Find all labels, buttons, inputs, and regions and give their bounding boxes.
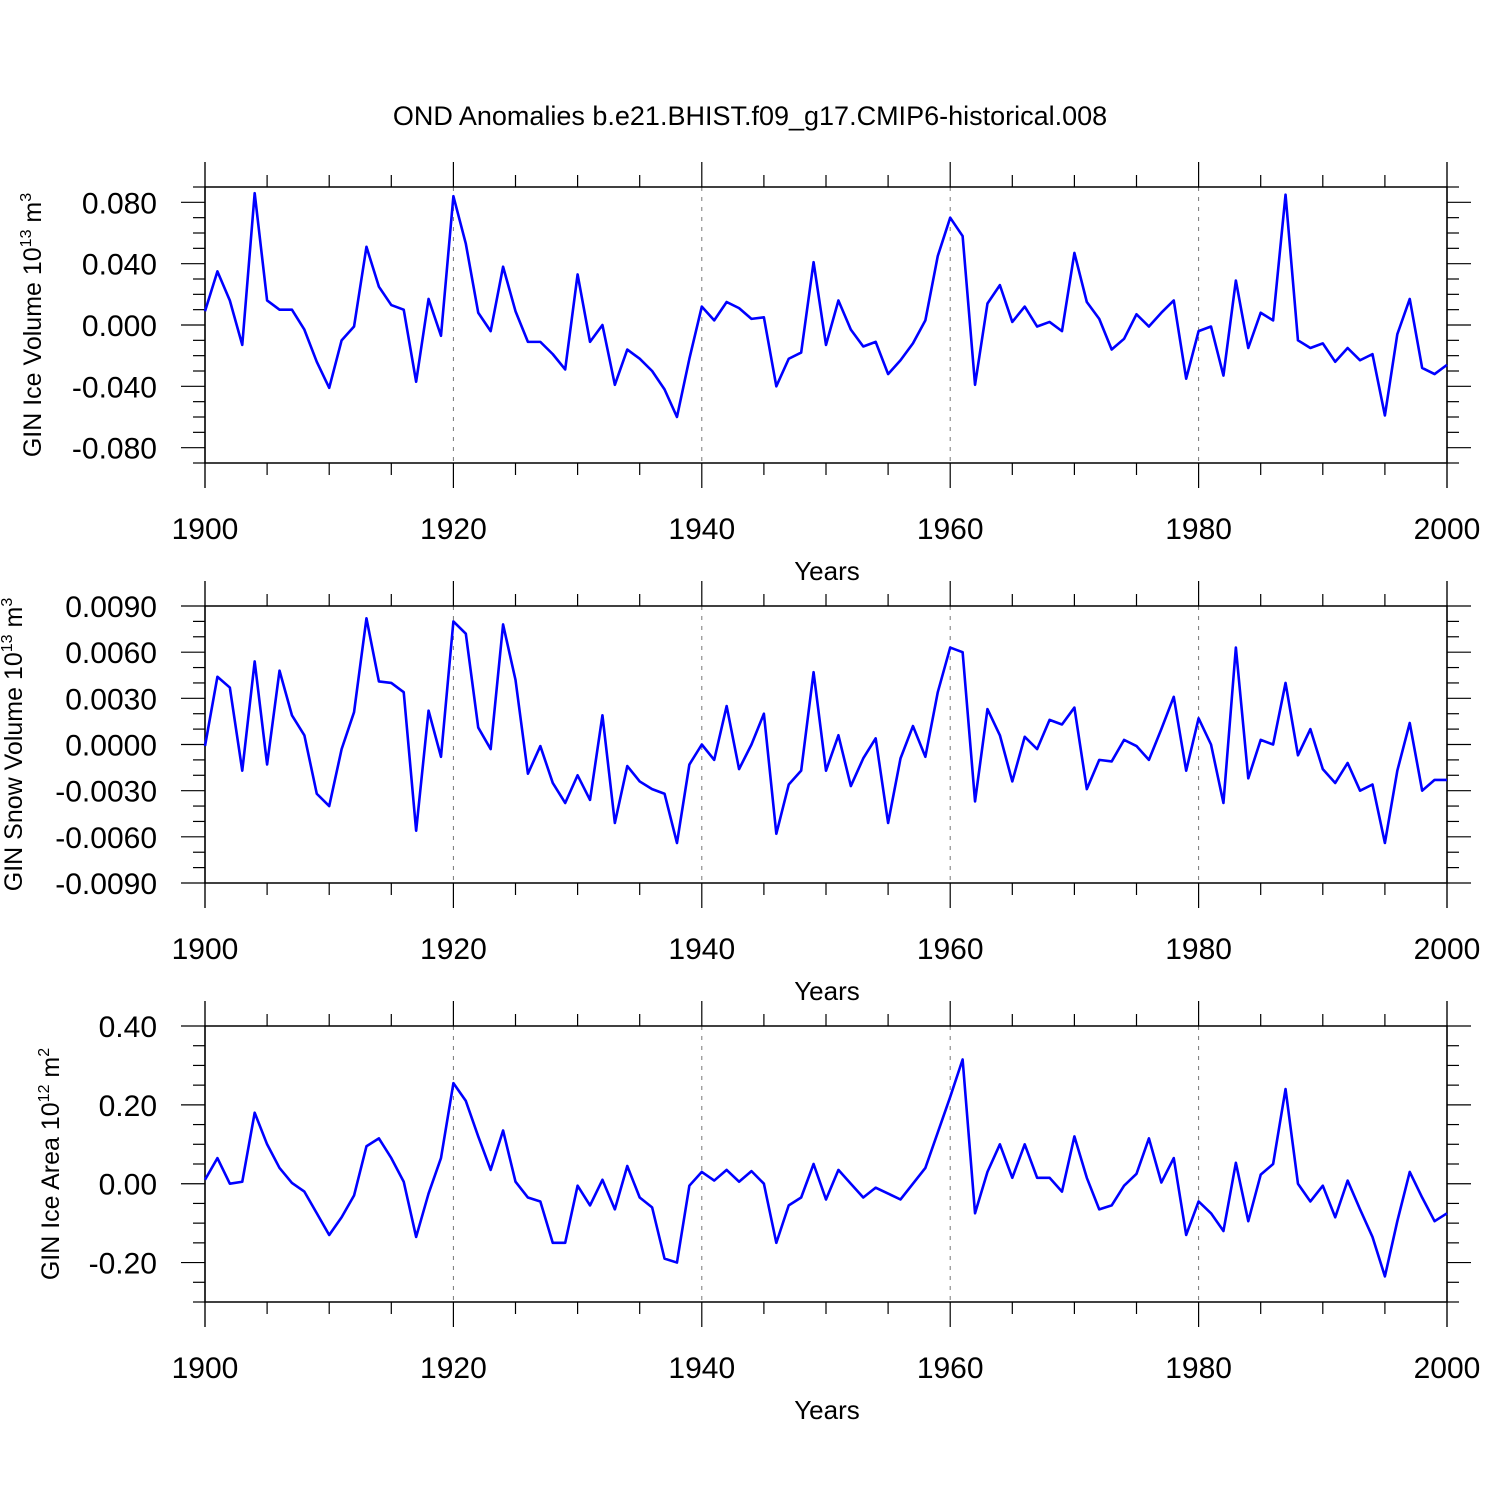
y-tick-label: 0.0090 [65, 591, 157, 624]
x-tick-label: 2000 [1414, 1352, 1481, 1385]
snow-volume-panel: 1900 1920 1940 1960 1980 2000 Years -0.0090 -0.0… [0, 581, 1480, 1006]
x-tick-label: 1960 [917, 513, 984, 546]
y-tick-label: -0.20 [89, 1248, 157, 1281]
x-tick-label: 1940 [668, 513, 735, 546]
x-tick-label: 1960 [917, 933, 984, 966]
ice-volume-panel: 1900 1920 1940 1960 1980 2000 Years -0.080 -0.04… [18, 162, 1480, 586]
y-tick-label: -0.0060 [55, 822, 157, 855]
y-tick-label: 0.040 [82, 249, 157, 282]
y-tick-label: 0.0060 [65, 637, 157, 670]
x-axis-label: Years [794, 1395, 860, 1425]
x-tick-label: 1920 [420, 1352, 487, 1385]
y-tick-label: 0.20 [99, 1090, 157, 1123]
y-tick-label: 0.00 [99, 1169, 157, 1202]
plot-frame [204, 605, 1448, 884]
x-axis-label: Years [794, 556, 860, 586]
y-tick-label: -0.080 [72, 433, 157, 466]
x-tick-label: 1980 [1165, 513, 1232, 546]
x-tick-label: 1980 [1165, 933, 1232, 966]
ice-area-panel: 1900 1920 1940 1960 1980 2000 Years -0.20 0.00 0.… [36, 1001, 1480, 1425]
x-tick-label: 1920 [420, 933, 487, 966]
y-tick-label: -0.040 [72, 371, 157, 404]
y-tick-label: -0.0090 [55, 868, 157, 901]
y-tick-label: 0.0000 [65, 730, 157, 763]
y-axis-label: GIN Ice Volume 1013 m3 [18, 193, 47, 457]
x-tick-label: 1920 [420, 513, 487, 546]
x-tick-label: 2000 [1414, 513, 1481, 546]
snow-volume-series-line [203, 617, 1447, 845]
y-tick-label: 0.000 [82, 310, 157, 343]
ice-area-series-line [203, 1058, 1448, 1278]
y-axis-label: GIN Snow Volume 1013 m3 [0, 598, 28, 892]
x-tick-label: 1980 [1165, 1352, 1232, 1385]
plot-frame [204, 1025, 1448, 1303]
plot-frame [204, 186, 1448, 464]
figure-title: OND Anomalies b.e21.BHIST.f09_g17.CMIP6-… [393, 101, 1107, 131]
x-tick-label: 1900 [172, 513, 239, 546]
x-tick-label: 1900 [172, 1352, 239, 1385]
x-tick-label: 1900 [172, 933, 239, 966]
y-tick-label: -0.0030 [55, 776, 157, 809]
x-tick-label: 1960 [917, 1352, 984, 1385]
y-tick-label: 0.40 [99, 1011, 157, 1044]
x-tick-label: 1940 [668, 1352, 735, 1385]
y-tick-label: 0.080 [82, 187, 157, 220]
x-axis-label: Years [794, 976, 860, 1006]
ice-volume-series-line [203, 191, 1448, 419]
x-tick-label: 2000 [1414, 933, 1481, 966]
y-axis-label: GIN Ice Area 1012 m2 [36, 1048, 65, 1280]
y-tick-label: 0.0030 [65, 683, 157, 716]
x-tick-label: 1940 [668, 933, 735, 966]
